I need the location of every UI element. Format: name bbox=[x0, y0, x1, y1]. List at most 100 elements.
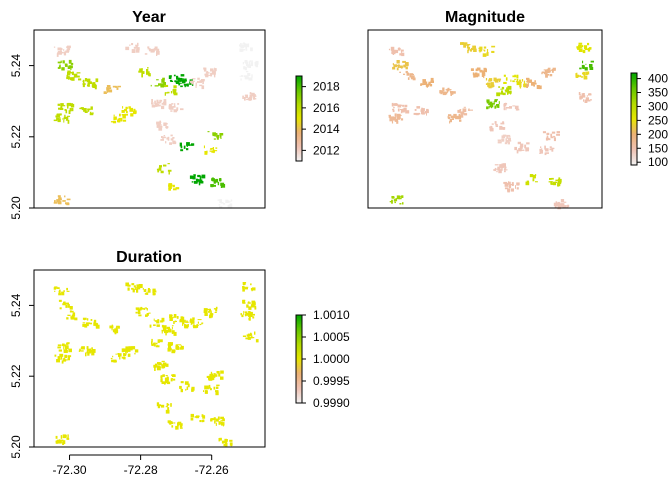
raster-cell bbox=[212, 418, 216, 421]
raster-patch bbox=[542, 131, 560, 142]
raster-cell bbox=[403, 107, 407, 112]
raster-cell bbox=[484, 72, 486, 77]
raster-cell bbox=[212, 184, 216, 187]
raster-cell bbox=[501, 163, 505, 165]
raster-patch bbox=[151, 338, 163, 348]
raster-cell bbox=[168, 347, 172, 351]
raster-cell bbox=[170, 110, 173, 112]
raster-cell bbox=[142, 287, 144, 290]
raster-cell bbox=[247, 315, 251, 317]
raster-cell bbox=[68, 65, 72, 67]
raster-cell bbox=[459, 119, 462, 122]
raster-cell bbox=[490, 125, 493, 129]
raster-cell bbox=[191, 80, 194, 85]
raster-cell bbox=[462, 108, 467, 113]
legend-color-step bbox=[296, 83, 302, 85]
raster-cell bbox=[117, 353, 120, 355]
raster-patch bbox=[478, 45, 496, 57]
raster-cell bbox=[493, 169, 496, 171]
raster-cell bbox=[239, 75, 241, 78]
raster-cell bbox=[218, 204, 221, 206]
raster-cell bbox=[204, 151, 208, 155]
raster-cell bbox=[212, 375, 216, 378]
raster-cell bbox=[503, 106, 505, 111]
raster-cell bbox=[204, 310, 207, 315]
raster-cell bbox=[451, 118, 454, 120]
raster-cell bbox=[57, 51, 61, 54]
raster-cell bbox=[110, 121, 115, 123]
raster-cell bbox=[177, 344, 182, 346]
raster-cell bbox=[510, 79, 512, 82]
raster-cell bbox=[472, 45, 476, 50]
raster-cell bbox=[470, 68, 474, 71]
raster-cell bbox=[189, 144, 194, 146]
raster-cell bbox=[203, 145, 205, 149]
raster-cell bbox=[173, 314, 177, 318]
raster-cell bbox=[523, 80, 526, 84]
raster-cell bbox=[159, 125, 163, 128]
raster-cell bbox=[54, 354, 57, 357]
raster-cell bbox=[147, 73, 151, 76]
raster-cell bbox=[393, 199, 397, 202]
raster-cell bbox=[73, 73, 78, 78]
raster-cell bbox=[56, 117, 60, 121]
raster-cell bbox=[210, 314, 213, 318]
raster-cell bbox=[248, 311, 251, 315]
raster-cell bbox=[115, 353, 117, 355]
raster-cell bbox=[160, 378, 163, 383]
raster-cell bbox=[566, 205, 568, 208]
raster-cell bbox=[111, 359, 114, 363]
raster-cell bbox=[184, 324, 186, 329]
raster-cell bbox=[245, 313, 249, 316]
raster-cell bbox=[160, 375, 163, 379]
raster-patch bbox=[503, 74, 521, 86]
raster-cell bbox=[203, 390, 205, 392]
raster-cell bbox=[198, 181, 201, 186]
raster-cell bbox=[247, 43, 250, 48]
raster-cell bbox=[567, 204, 570, 208]
raster-cell bbox=[62, 434, 67, 439]
raster-cell bbox=[479, 46, 483, 50]
raster-cell bbox=[65, 344, 69, 346]
raster-cell bbox=[525, 181, 530, 186]
raster-cell bbox=[448, 114, 452, 117]
raster-cell bbox=[486, 49, 489, 53]
raster-cell bbox=[529, 174, 534, 176]
raster-cell bbox=[134, 349, 139, 353]
raster-cell bbox=[425, 110, 428, 114]
raster-cell bbox=[197, 77, 200, 80]
raster-cell bbox=[83, 79, 85, 83]
raster-patch bbox=[541, 67, 556, 78]
raster-cell bbox=[154, 85, 159, 87]
legend-color-step bbox=[631, 142, 637, 144]
legend-color-step bbox=[296, 93, 302, 95]
raster-cell bbox=[544, 145, 546, 149]
raster-cell bbox=[415, 113, 419, 116]
raster-cell bbox=[66, 115, 70, 117]
raster-cell bbox=[242, 287, 245, 292]
raster-patch bbox=[66, 310, 78, 321]
raster-cell bbox=[125, 106, 128, 109]
raster-cell bbox=[218, 373, 221, 377]
raster-patch bbox=[503, 181, 520, 193]
raster-cell bbox=[255, 60, 259, 63]
raster-cell bbox=[136, 287, 141, 290]
raster-cell bbox=[87, 348, 91, 352]
raster-cell bbox=[68, 77, 70, 80]
raster-cell bbox=[118, 118, 120, 121]
raster-cell bbox=[58, 198, 61, 201]
raster-cell bbox=[72, 312, 76, 317]
raster-cell bbox=[57, 202, 59, 204]
raster-cell bbox=[225, 200, 230, 203]
raster-cell bbox=[59, 198, 62, 201]
raster-cell bbox=[405, 110, 410, 114]
raster-cell bbox=[254, 62, 259, 65]
raster-cell bbox=[496, 104, 500, 106]
raster-cell bbox=[165, 375, 168, 376]
legend-color-step bbox=[296, 364, 302, 367]
raster-cell bbox=[560, 204, 564, 208]
raster-cell bbox=[135, 287, 137, 290]
raster-cell bbox=[227, 205, 230, 208]
raster-cell bbox=[399, 203, 402, 205]
